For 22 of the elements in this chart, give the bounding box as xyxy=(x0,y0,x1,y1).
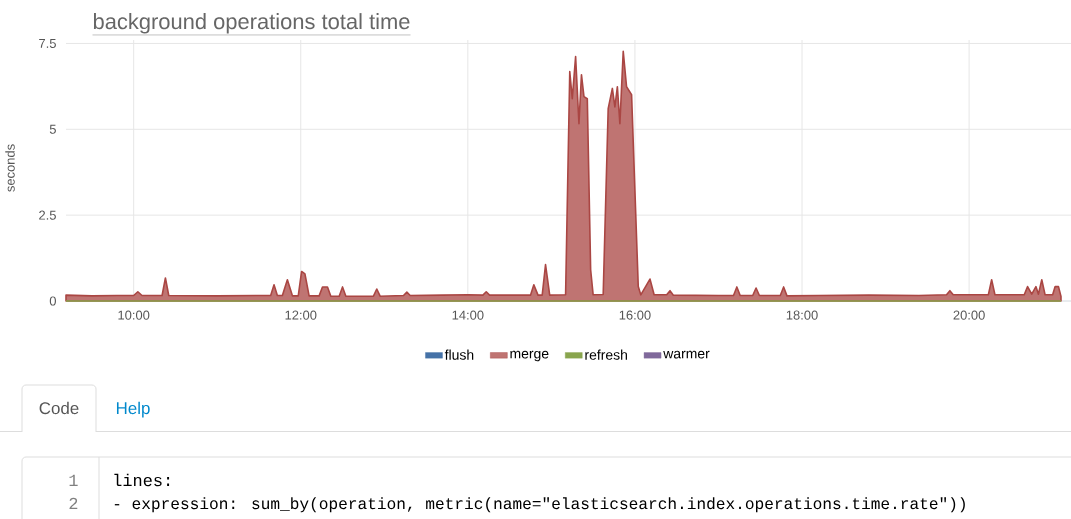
y-tick-label: 7.5 xyxy=(39,38,56,48)
x-tick-label: 10:00 xyxy=(118,310,150,320)
x-tick-label: 14:00 xyxy=(452,310,484,320)
x-tick-label: 18:00 xyxy=(786,310,818,320)
y-axis-title: seconds xyxy=(5,144,15,192)
y-tick-label: 5 xyxy=(49,124,56,134)
x-tick-label: 20:00 xyxy=(953,310,985,320)
legend-label: merge xyxy=(510,350,549,362)
text: Help xyxy=(116,401,150,418)
y-tick-label: 2.5 xyxy=(39,210,56,220)
x-tick-label: 16:00 xyxy=(619,310,651,320)
x-tick-label: 12:00 xyxy=(285,310,317,320)
chart-title: background operations total time xyxy=(93,13,410,34)
y-tick-label: 0 xyxy=(49,296,56,306)
legend-label: warmer xyxy=(663,350,710,359)
text: lines: xyxy=(114,473,170,487)
text: 1 xyxy=(69,474,78,487)
legend-label: flush xyxy=(444,349,474,360)
text: - expression: sum_by(operation, metric(name="elasticsearch.index.operations.time.rate")) xyxy=(114,497,965,513)
legend-label: refresh xyxy=(585,349,627,360)
text: 2 xyxy=(69,497,78,510)
text: Code xyxy=(39,401,79,415)
